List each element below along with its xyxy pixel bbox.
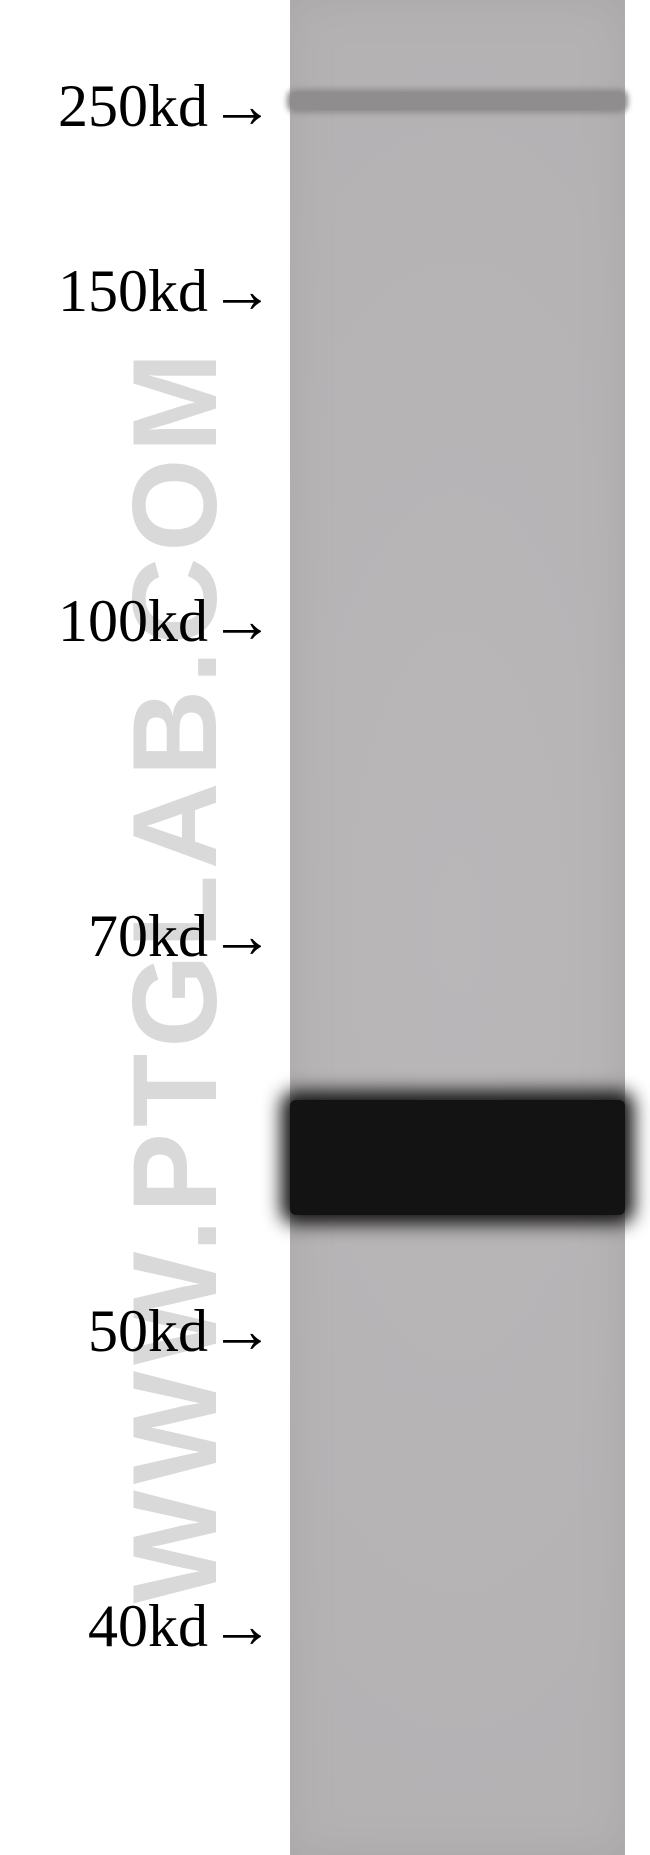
- arrow-right-icon: →: [210, 1294, 274, 1368]
- arrow-right-icon: →: [210, 1589, 274, 1663]
- mw-marker-label: 40kd: [18, 1592, 208, 1661]
- mw-marker-250kd: 250kd→: [18, 69, 274, 143]
- arrow-right-icon: →: [210, 584, 274, 658]
- mw-marker-label: 70kd: [18, 902, 208, 971]
- arrow-right-icon: →: [210, 69, 274, 143]
- mw-marker-label: 50kd: [18, 1297, 208, 1366]
- watermark-text: WWW.PTGLAB.COM: [106, 346, 244, 1603]
- protein-band: [290, 1100, 625, 1215]
- mw-marker-50kd: 50kd→: [18, 1294, 274, 1368]
- mw-marker-70kd: 70kd→: [18, 899, 274, 973]
- arrow-right-icon: →: [210, 254, 274, 328]
- protein-band: [290, 92, 625, 110]
- mw-marker-label: 250kd: [18, 72, 208, 141]
- blot-lane: [290, 0, 625, 1855]
- mw-marker-40kd: 40kd→: [18, 1589, 274, 1663]
- mw-marker-100kd: 100kd→: [18, 584, 274, 658]
- arrow-right-icon: →: [210, 899, 274, 973]
- mw-marker-label: 100kd: [18, 587, 208, 656]
- mw-marker-label: 150kd: [18, 257, 208, 326]
- mw-marker-150kd: 150kd→: [18, 254, 274, 328]
